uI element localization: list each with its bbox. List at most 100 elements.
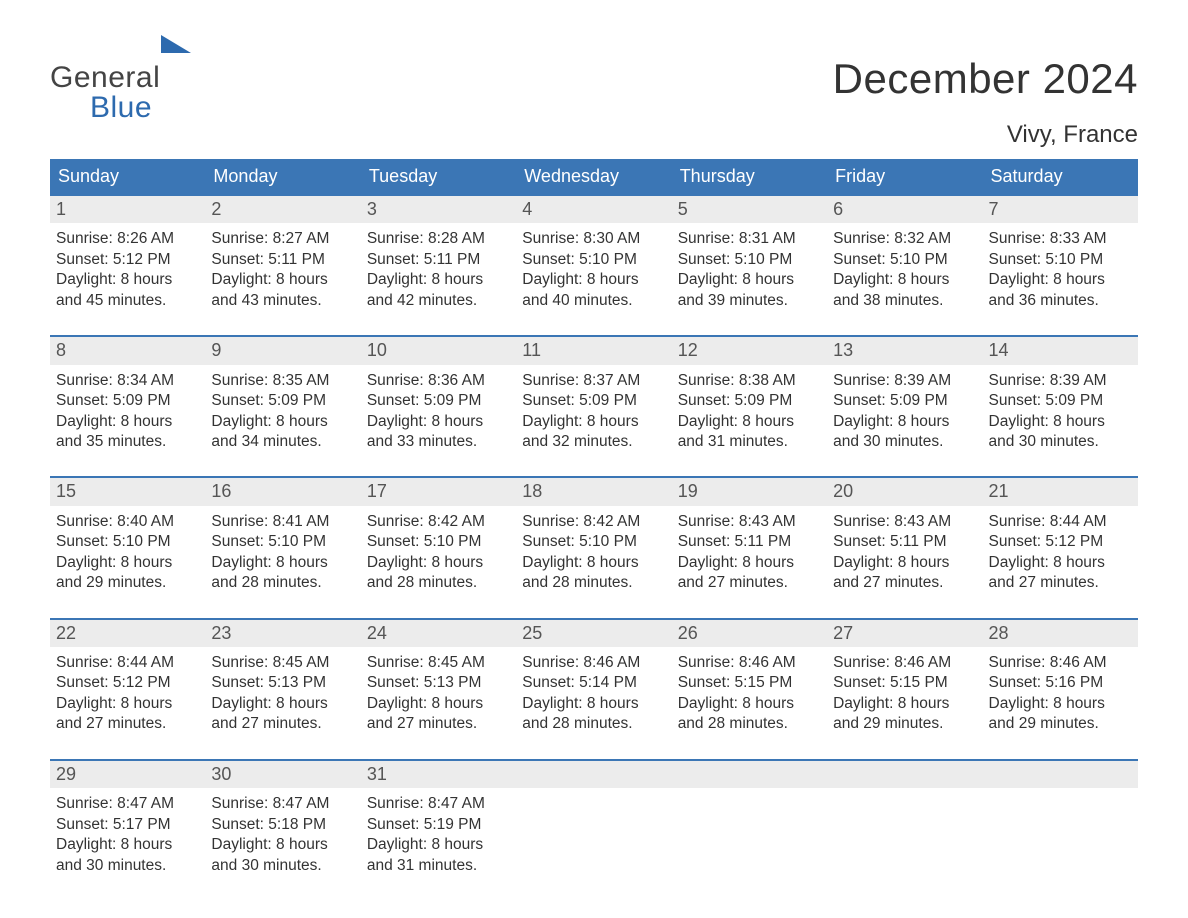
sunrise-line: Sunrise: 8:42 AM xyxy=(522,512,665,532)
daylight-line-2: and 30 minutes. xyxy=(211,856,354,876)
daylight-line-1: Daylight: 8 hours xyxy=(678,270,821,290)
daylight-line-2: and 30 minutes. xyxy=(989,432,1132,452)
daylight-line-2: and 31 minutes. xyxy=(678,432,821,452)
day-details: Sunrise: 8:47 AMSunset: 5:19 PMDaylight:… xyxy=(361,788,516,880)
sunrise-line: Sunrise: 8:43 AM xyxy=(833,512,976,532)
dow-sunday: Sunday xyxy=(50,159,205,194)
dow-tuesday: Tuesday xyxy=(361,159,516,194)
daylight-line-1: Daylight: 8 hours xyxy=(56,694,199,714)
sunrise-line: Sunrise: 8:44 AM xyxy=(989,512,1132,532)
sunset-line: Sunset: 5:09 PM xyxy=(522,391,665,411)
calendar-day xyxy=(827,761,982,880)
calendar-day: 17Sunrise: 8:42 AMSunset: 5:10 PMDayligh… xyxy=(361,478,516,597)
daylight-line-2: and 31 minutes. xyxy=(367,856,510,876)
month-title: December 2024 xyxy=(833,55,1138,103)
calendar-day: 22Sunrise: 8:44 AMSunset: 5:12 PMDayligh… xyxy=(50,620,205,739)
sunset-line: Sunset: 5:10 PM xyxy=(522,532,665,552)
calendar-day: 11Sunrise: 8:37 AMSunset: 5:09 PMDayligh… xyxy=(516,337,671,456)
daylight-line-2: and 27 minutes. xyxy=(678,573,821,593)
day-details: Sunrise: 8:30 AMSunset: 5:10 PMDaylight:… xyxy=(516,223,671,315)
sunset-line: Sunset: 5:12 PM xyxy=(56,673,199,693)
dow-thursday: Thursday xyxy=(672,159,827,194)
calendar-day: 18Sunrise: 8:42 AMSunset: 5:10 PMDayligh… xyxy=(516,478,671,597)
calendar-day: 5Sunrise: 8:31 AMSunset: 5:10 PMDaylight… xyxy=(672,196,827,315)
sunset-line: Sunset: 5:15 PM xyxy=(678,673,821,693)
title-group: December 2024 Vivy, France xyxy=(833,55,1138,149)
day-details: Sunrise: 8:46 AMSunset: 5:16 PMDaylight:… xyxy=(983,647,1138,739)
sunrise-line: Sunrise: 8:47 AM xyxy=(367,794,510,814)
day-number: 1 xyxy=(50,196,205,223)
day-number: 4 xyxy=(516,196,671,223)
sunset-line: Sunset: 5:14 PM xyxy=(522,673,665,693)
calendar-week: 15Sunrise: 8:40 AMSunset: 5:10 PMDayligh… xyxy=(50,476,1138,597)
day-details: Sunrise: 8:46 AMSunset: 5:14 PMDaylight:… xyxy=(516,647,671,739)
sunrise-line: Sunrise: 8:33 AM xyxy=(989,229,1132,249)
day-details: Sunrise: 8:33 AMSunset: 5:10 PMDaylight:… xyxy=(983,223,1138,315)
calendar-day: 19Sunrise: 8:43 AMSunset: 5:11 PMDayligh… xyxy=(672,478,827,597)
daylight-line-2: and 29 minutes. xyxy=(989,714,1132,734)
calendar-day xyxy=(516,761,671,880)
sunrise-line: Sunrise: 8:27 AM xyxy=(211,229,354,249)
calendar-day xyxy=(983,761,1138,880)
sunrise-line: Sunrise: 8:47 AM xyxy=(56,794,199,814)
logo-triangle-icon xyxy=(161,31,191,57)
daylight-line-2: and 28 minutes. xyxy=(367,573,510,593)
day-number xyxy=(827,761,982,788)
sunrise-line: Sunrise: 8:45 AM xyxy=(367,653,510,673)
calendar-week: 8Sunrise: 8:34 AMSunset: 5:09 PMDaylight… xyxy=(50,335,1138,456)
calendar-day: 9Sunrise: 8:35 AMSunset: 5:09 PMDaylight… xyxy=(205,337,360,456)
daylight-line-2: and 27 minutes. xyxy=(211,714,354,734)
sunrise-line: Sunrise: 8:30 AM xyxy=(522,229,665,249)
dow-wednesday: Wednesday xyxy=(516,159,671,194)
day-number: 2 xyxy=(205,196,360,223)
sunset-line: Sunset: 5:15 PM xyxy=(833,673,976,693)
calendar-day: 13Sunrise: 8:39 AMSunset: 5:09 PMDayligh… xyxy=(827,337,982,456)
sunset-line: Sunset: 5:10 PM xyxy=(56,532,199,552)
sunset-line: Sunset: 5:10 PM xyxy=(678,250,821,270)
daylight-line-2: and 38 minutes. xyxy=(833,291,976,311)
calendar-day xyxy=(672,761,827,880)
daylight-line-1: Daylight: 8 hours xyxy=(678,694,821,714)
daylight-line-1: Daylight: 8 hours xyxy=(678,412,821,432)
sunrise-line: Sunrise: 8:28 AM xyxy=(367,229,510,249)
daylight-line-1: Daylight: 8 hours xyxy=(211,412,354,432)
day-details: Sunrise: 8:38 AMSunset: 5:09 PMDaylight:… xyxy=(672,365,827,457)
calendar-day: 25Sunrise: 8:46 AMSunset: 5:14 PMDayligh… xyxy=(516,620,671,739)
day-number xyxy=(516,761,671,788)
day-number: 14 xyxy=(983,337,1138,364)
day-number: 30 xyxy=(205,761,360,788)
sunset-line: Sunset: 5:10 PM xyxy=(211,532,354,552)
calendar-day: 15Sunrise: 8:40 AMSunset: 5:10 PMDayligh… xyxy=(50,478,205,597)
day-number xyxy=(983,761,1138,788)
daylight-line-2: and 40 minutes. xyxy=(522,291,665,311)
sunrise-line: Sunrise: 8:39 AM xyxy=(833,371,976,391)
daylight-line-1: Daylight: 8 hours xyxy=(833,553,976,573)
day-number: 8 xyxy=(50,337,205,364)
sunset-line: Sunset: 5:13 PM xyxy=(367,673,510,693)
daylight-line-1: Daylight: 8 hours xyxy=(211,270,354,290)
day-details: Sunrise: 8:41 AMSunset: 5:10 PMDaylight:… xyxy=(205,506,360,598)
calendar-day: 20Sunrise: 8:43 AMSunset: 5:11 PMDayligh… xyxy=(827,478,982,597)
daylight-line-1: Daylight: 8 hours xyxy=(522,694,665,714)
sunrise-line: Sunrise: 8:43 AM xyxy=(678,512,821,532)
daylight-line-1: Daylight: 8 hours xyxy=(211,835,354,855)
calendar-day: 4Sunrise: 8:30 AMSunset: 5:10 PMDaylight… xyxy=(516,196,671,315)
sunset-line: Sunset: 5:09 PM xyxy=(56,391,199,411)
day-number: 25 xyxy=(516,620,671,647)
day-details: Sunrise: 8:46 AMSunset: 5:15 PMDaylight:… xyxy=(827,647,982,739)
calendar-day: 3Sunrise: 8:28 AMSunset: 5:11 PMDaylight… xyxy=(361,196,516,315)
day-number: 24 xyxy=(361,620,516,647)
sunrise-line: Sunrise: 8:34 AM xyxy=(56,371,199,391)
sunrise-line: Sunrise: 8:36 AM xyxy=(367,371,510,391)
daylight-line-1: Daylight: 8 hours xyxy=(989,553,1132,573)
sunset-line: Sunset: 5:12 PM xyxy=(989,532,1132,552)
sunset-line: Sunset: 5:10 PM xyxy=(989,250,1132,270)
day-details: Sunrise: 8:43 AMSunset: 5:11 PMDaylight:… xyxy=(827,506,982,598)
day-details: Sunrise: 8:43 AMSunset: 5:11 PMDaylight:… xyxy=(672,506,827,598)
daylight-line-2: and 28 minutes. xyxy=(522,573,665,593)
day-number: 31 xyxy=(361,761,516,788)
daylight-line-2: and 42 minutes. xyxy=(367,291,510,311)
logo-blue-text: Blue xyxy=(90,93,191,123)
daylight-line-2: and 36 minutes. xyxy=(989,291,1132,311)
sunset-line: Sunset: 5:09 PM xyxy=(989,391,1132,411)
